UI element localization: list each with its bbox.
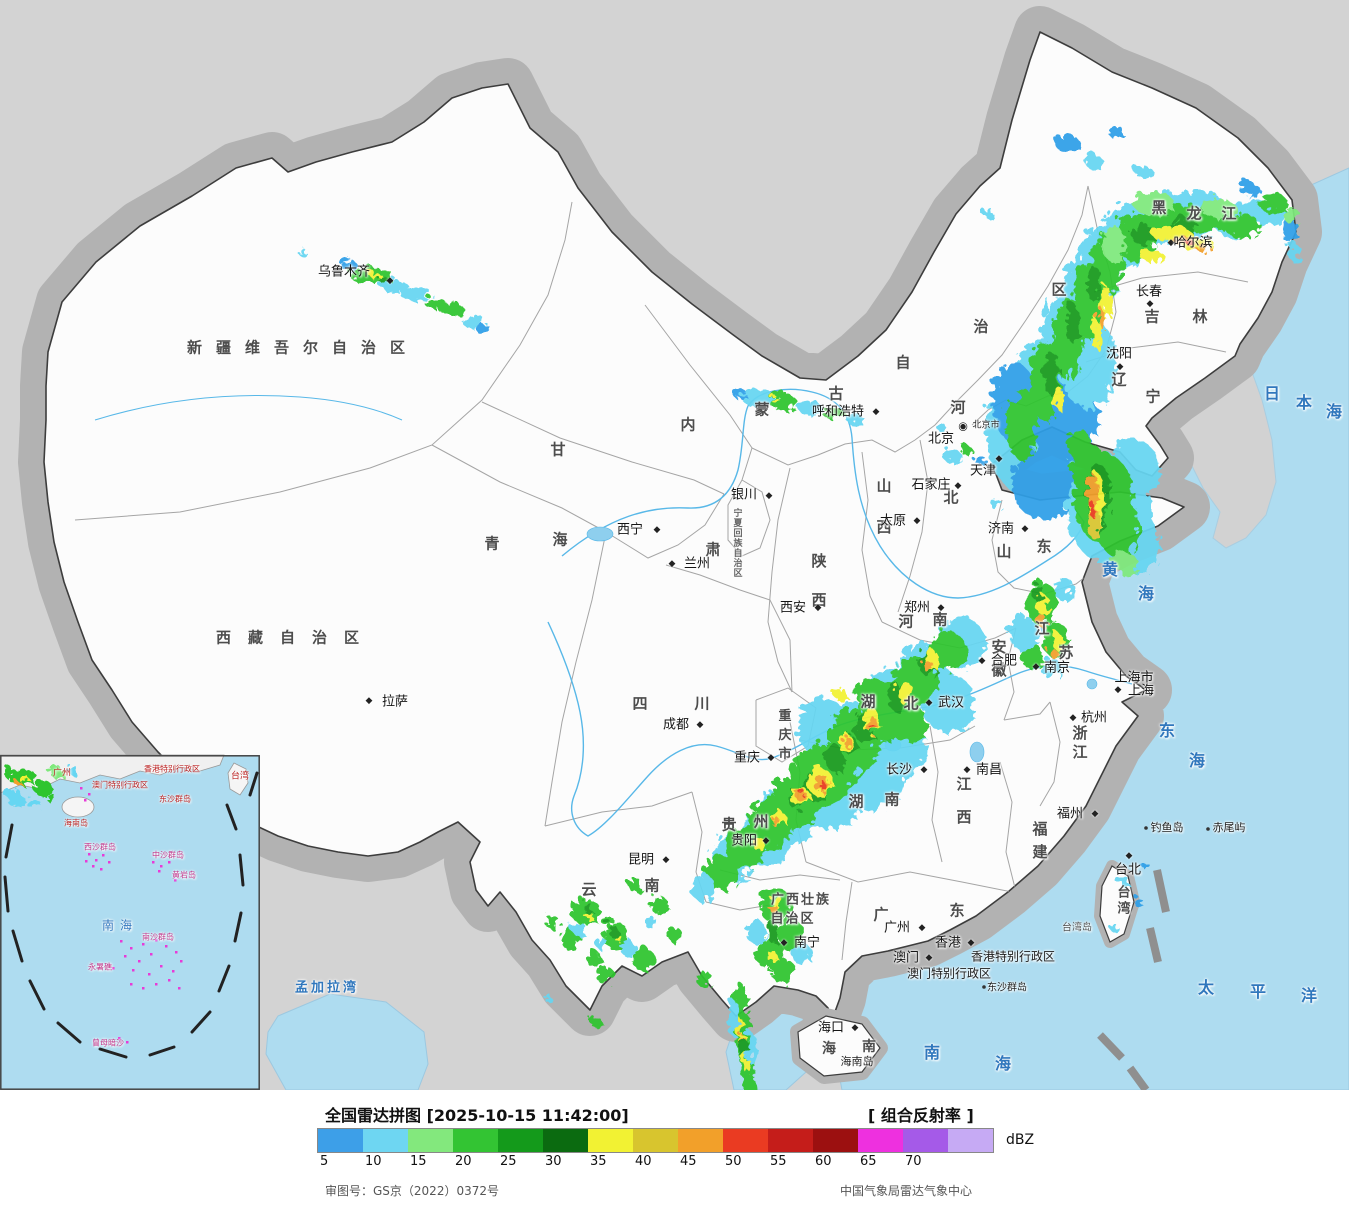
unit-label: dBZ xyxy=(1006,1132,1035,1148)
radar-map xyxy=(0,0,1349,1090)
scale-tick: 35 xyxy=(590,1154,607,1169)
credit: 中国气象局雷达气象中心 xyxy=(840,1184,973,1198)
scale-cell-8 xyxy=(678,1129,723,1152)
scale-tick: 20 xyxy=(455,1154,472,1169)
scale-cell-3 xyxy=(453,1129,498,1152)
inset-mainland xyxy=(0,754,225,794)
scale-cell-9 xyxy=(723,1129,768,1152)
scale-cell-6 xyxy=(588,1129,633,1152)
scale-cell-11 xyxy=(813,1129,858,1152)
scale-cell-1 xyxy=(363,1129,408,1152)
scale-tick: 70 xyxy=(905,1154,922,1169)
scale-cell-12 xyxy=(858,1129,903,1152)
inset-taiwan xyxy=(227,762,249,796)
product-label: [ 组合反射率 ] xyxy=(868,1106,974,1125)
inset-hainan xyxy=(61,796,95,818)
inset-echoes xyxy=(4,764,76,805)
scale-cell-2 xyxy=(408,1129,453,1152)
approval-number: 审图号：GS京（2022）0372号 xyxy=(325,1184,499,1198)
hainan-island xyxy=(790,1008,888,1084)
island-dots xyxy=(982,826,1210,989)
scale-cell-4 xyxy=(498,1129,543,1152)
scale-tick: 5 xyxy=(320,1154,329,1169)
nine-dash-line xyxy=(3,771,259,1059)
legend-panel: 全国雷达拼图 [2025-10-15 11:42:00] [ 组合反射率 ] d… xyxy=(0,1090,1349,1208)
scale-tick: 50 xyxy=(725,1154,742,1169)
scale-tick: 10 xyxy=(365,1154,382,1169)
inset-island-dots xyxy=(80,787,183,1044)
scale-cell-0 xyxy=(318,1129,363,1152)
scale-tick: 55 xyxy=(770,1154,787,1169)
scale-tick: 30 xyxy=(545,1154,562,1169)
radar-echoes xyxy=(295,122,1298,1090)
scale-tick: 45 xyxy=(680,1154,697,1169)
map-title: 全国雷达拼图 [2025-10-15 11:42:00] xyxy=(325,1106,629,1125)
scale-tick: 60 xyxy=(815,1154,832,1169)
color-scale xyxy=(317,1128,994,1153)
scale-cell-7 xyxy=(633,1129,678,1152)
scale-tick: 25 xyxy=(500,1154,517,1169)
scale-cell-5 xyxy=(543,1129,588,1152)
scale-cell-14 xyxy=(948,1129,993,1152)
range-mask-dashes xyxy=(1097,869,1170,1090)
south-china-sea-inset xyxy=(0,754,260,1090)
scale-cell-13 xyxy=(903,1129,948,1152)
inset-border xyxy=(0,755,260,1090)
scale-cell-10 xyxy=(768,1129,813,1152)
scale-tick: 15 xyxy=(410,1154,427,1169)
scale-tick: 65 xyxy=(860,1154,877,1169)
scale-tick: 40 xyxy=(635,1154,652,1169)
scale-tick-row: 5 10 15 20 25 30 35 40 45 50 55 60 65 70 xyxy=(0,1154,1349,1174)
